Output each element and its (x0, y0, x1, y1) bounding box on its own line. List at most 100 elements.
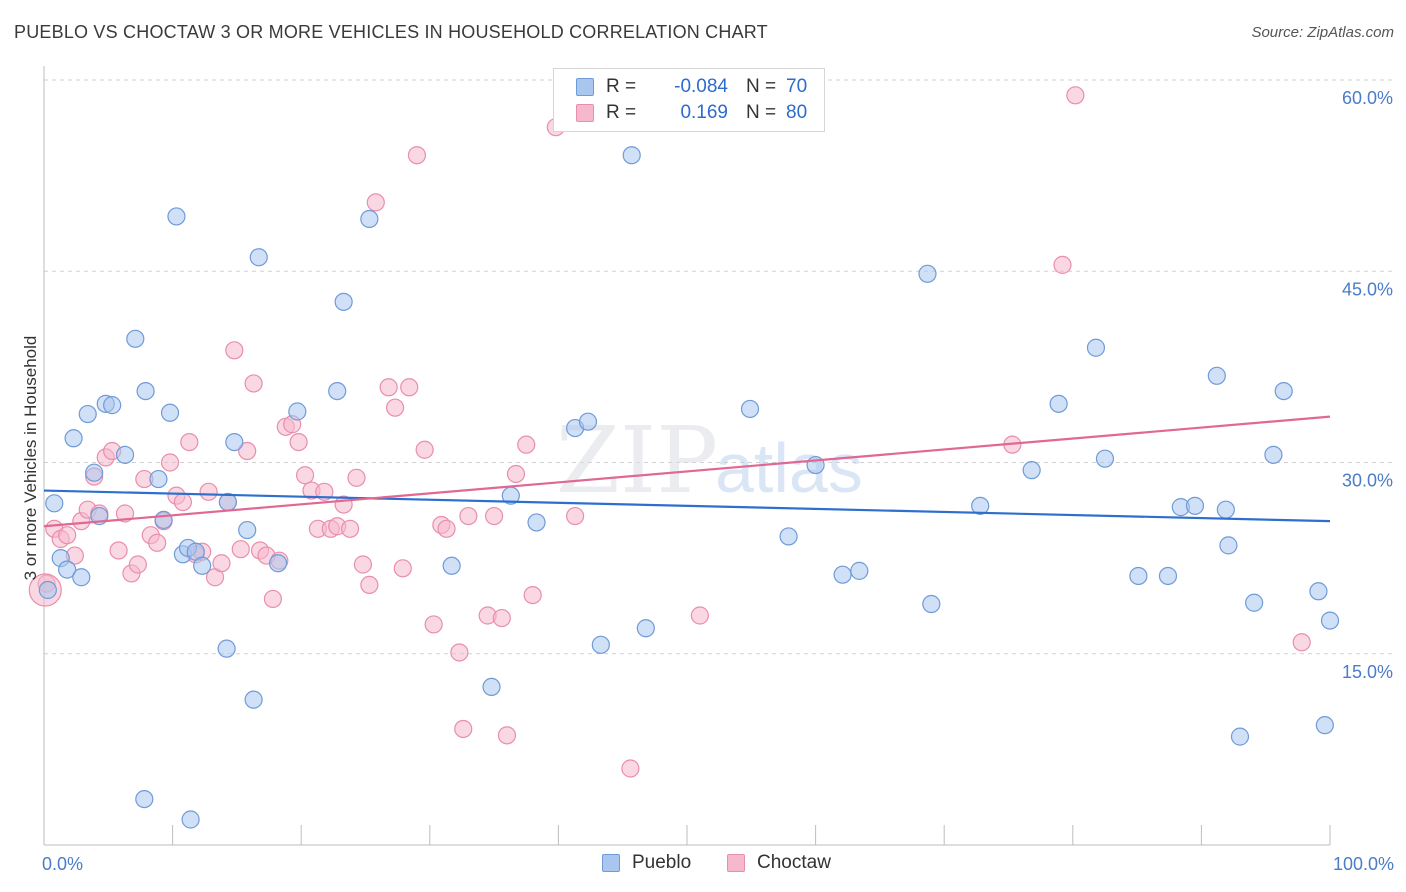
choctaw-point (231, 540, 250, 559)
pueblo-point (779, 527, 798, 546)
y-tick-label: 30.0% (1342, 471, 1393, 491)
pueblo-point (850, 561, 869, 580)
choctaw-point (160, 453, 180, 472)
choctaw-point (263, 589, 283, 609)
pueblo-point (1158, 566, 1178, 586)
pueblo-point (167, 207, 186, 226)
choctaw-point (238, 441, 257, 461)
choctaw-point (212, 554, 231, 573)
pueblo-point (833, 565, 852, 584)
y-tick-label: 15.0% (1342, 662, 1393, 682)
legend-row-choctaw: R = 0.169 N = 80 (576, 102, 807, 124)
pueblo-point (1274, 382, 1293, 401)
choctaw-point (424, 615, 443, 634)
choctaw-point (450, 643, 469, 662)
pueblo-point (135, 789, 154, 809)
pueblo-point (126, 329, 145, 348)
pueblo-trend-line (43, 489, 1331, 523)
pueblo-point (149, 469, 168, 489)
bottom-choctaw-label: Choctaw (757, 852, 831, 873)
axes (43, 66, 1331, 846)
choctaw-point (459, 506, 478, 526)
pueblo-r-label: R = (606, 76, 637, 97)
pueblo-point (1049, 394, 1068, 413)
pueblo-point (578, 412, 598, 431)
choctaw-point (1292, 633, 1311, 652)
pueblo-point (193, 556, 212, 575)
pueblo-point (1022, 461, 1041, 480)
pueblo-point (1315, 716, 1334, 735)
choctaw-point (173, 492, 192, 512)
legend-row-pueblo: R = -0.084 N = 70 (576, 76, 807, 98)
pueblo-point (334, 292, 353, 311)
choctaw-point (517, 435, 536, 454)
choctaw-point (366, 193, 385, 212)
pueblo-point (1129, 566, 1148, 586)
choctaw-point (497, 726, 517, 745)
pueblo-point (225, 433, 244, 452)
choctaw-r-value: 0.169 (680, 102, 728, 123)
choctaw-trend-line (43, 415, 1331, 528)
choctaw-point (244, 374, 263, 393)
pueblo-n-label: N = (746, 76, 777, 97)
choctaw-point (353, 555, 373, 574)
choctaw-points (28, 86, 1311, 778)
choctaw-point (437, 519, 456, 538)
chart-title: PUEBLO VS CHOCTAW 3 OR MORE VEHICLES IN … (14, 22, 768, 42)
choctaw-point (506, 464, 526, 484)
correlation-legend: R = -0.084 N = 70 R = 0.169 N = 80 (553, 68, 825, 132)
watermark: ZIP atlas (556, 407, 863, 514)
choctaw-point (199, 482, 218, 501)
pueblo-point (136, 382, 155, 401)
choctaw-point (1053, 255, 1072, 274)
pueblo-n-value: 70 (786, 76, 808, 97)
choctaw-point (485, 506, 504, 526)
choctaw-point (566, 506, 585, 526)
pueblo-r-value: -0.084 (674, 76, 728, 97)
bottom-pueblo-label: Pueblo (632, 852, 692, 873)
bottom-pueblo-swatch (602, 854, 620, 872)
pueblo-point (1245, 593, 1264, 612)
x-tick-label-min: 0.0% (42, 854, 83, 874)
choctaw-point (492, 608, 511, 628)
choctaw-point (109, 541, 128, 560)
pueblo-points (38, 146, 1340, 829)
pueblo-point (591, 635, 610, 654)
choctaw-n-label: N = (746, 102, 777, 123)
choctaw-point (58, 526, 77, 545)
choctaw-swatch (576, 104, 594, 122)
pueblo-point (1264, 445, 1283, 464)
pueblo-point (154, 510, 173, 529)
pueblo-point (527, 513, 546, 532)
choctaw-point (148, 533, 167, 552)
bottom-legend-pueblo: Pueblo (602, 852, 691, 874)
choctaw-point (128, 555, 147, 574)
y-axis-label: 3 or more Vehicles in Household (21, 336, 40, 581)
choctaw-point (225, 341, 244, 360)
pueblo-point (636, 619, 655, 638)
choctaw-point (379, 378, 398, 397)
source-label: Source: ZipAtlas.com (1251, 24, 1394, 41)
pueblo-point (181, 810, 200, 829)
trend-lines (43, 415, 1331, 528)
pueblo-point (288, 402, 307, 421)
pueblo-point (78, 404, 97, 424)
choctaw-point (407, 146, 427, 165)
choctaw-point (454, 719, 473, 739)
choctaw-point (340, 519, 360, 538)
pueblo-point (45, 494, 64, 513)
y-tick-label: 45.0% (1342, 279, 1393, 299)
pueblo-point (244, 690, 263, 709)
pueblo-point (249, 248, 268, 267)
pueblo-point (442, 556, 461, 575)
choctaw-point (295, 466, 315, 485)
choctaw-n-value: 80 (786, 102, 808, 123)
pueblo-point (268, 554, 288, 573)
bottom-legend-choctaw: Choctaw (727, 852, 831, 874)
y-tick-label: 60.0% (1342, 88, 1393, 108)
pueblo-point (922, 594, 941, 614)
pueblo-point (1219, 536, 1238, 555)
choctaw-point (400, 378, 419, 397)
pueblo-point (103, 396, 122, 415)
pueblo-point (1207, 366, 1226, 385)
